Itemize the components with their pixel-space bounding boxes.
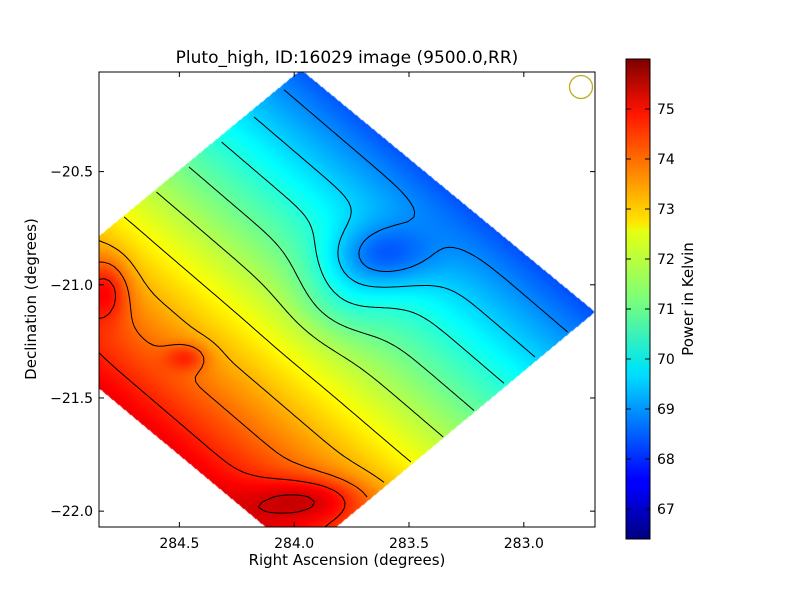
contour-line	[99, 261, 368, 498]
colorbar	[625, 58, 651, 540]
contour-layer	[99, 89, 568, 527]
colorbar-tick-label: 72	[657, 252, 675, 268]
colorbar-tick-label: 74	[657, 152, 675, 168]
x-tick-label: 283.0	[504, 536, 544, 552]
x-tick-label: 284.0	[274, 536, 314, 552]
contour-line	[156, 191, 444, 438]
colorbar-tick-label: 73	[657, 202, 675, 218]
colorbar-tick-label: 70	[657, 352, 675, 368]
contour-line	[283, 89, 568, 333]
y-tick-label: −20.5	[50, 165, 93, 181]
y-axis-label: Declination (degrees)	[22, 218, 40, 380]
x-axis-ticks: 284.5 284.0 283.5 283.0	[159, 72, 544, 552]
x-axis-label: Right Ascension (degrees)	[249, 551, 446, 569]
heatmap-layer	[99, 72, 595, 527]
heatmap-image	[99, 72, 595, 527]
y-tick-label: −21.0	[50, 278, 93, 294]
colorbar-tick-label: 67	[657, 502, 675, 518]
contour-line	[99, 278, 346, 527]
colorbar-tick-label: 75	[657, 102, 675, 118]
contour-line	[221, 141, 505, 384]
beam-circle	[568, 74, 594, 100]
y-axis-ticks: −20.5 −21.0 −21.5 −22.0	[50, 165, 595, 520]
y-tick-label: −21.5	[50, 391, 93, 407]
colorbar-ticks: 67 68 69 70 71 72 73 74 75	[626, 102, 675, 518]
x-tick-label: 284.5	[159, 536, 199, 552]
colorbar-tick-label: 69	[657, 402, 675, 418]
contour-line	[188, 166, 475, 411]
contour-line	[123, 216, 412, 463]
axes-frame	[98, 71, 596, 528]
colorbar-tick-label: 71	[657, 302, 675, 318]
colorbar-label: Power in Kelvin	[679, 242, 697, 356]
contour-line	[257, 494, 315, 514]
contour-line	[253, 116, 536, 358]
x-tick-label: 283.5	[389, 536, 429, 552]
chart-title: Pluto_high, ID:16029 image (9500.0,RR)	[176, 48, 519, 68]
colorbar-tick-label: 68	[657, 452, 675, 468]
contour-line	[99, 240, 385, 483]
y-tick-label: −22.0	[50, 504, 93, 520]
